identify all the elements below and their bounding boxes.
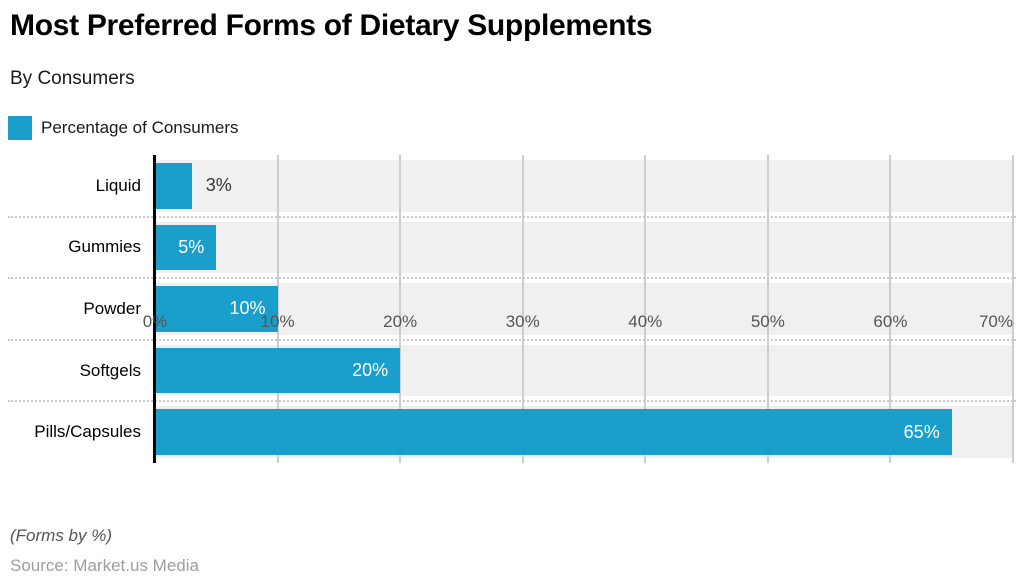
gridline (1012, 155, 1014, 463)
bar-chart: Liquid Gummies Powder Softgels Pills/Capsule… (0, 155, 1024, 463)
chart-subtitle: By Consumers (10, 68, 135, 89)
x-tick-label: 30% (505, 312, 540, 331)
row-separator (8, 338, 1016, 341)
chart-row: 20% (155, 340, 1013, 402)
gridline (766, 155, 769, 463)
x-tick-label: 70% (978, 312, 1013, 331)
bar-layer: 3% 5% 10% 20% 65% (155, 155, 1013, 463)
legend-swatch-icon (8, 116, 32, 140)
bar-gummies: 5% (155, 224, 217, 271)
category-label: Gummies (68, 237, 141, 257)
chart-title: Most Preferred Forms of Dietary Suppleme… (10, 9, 653, 42)
bar-track (155, 160, 1013, 212)
footer-note: (Forms by %) (10, 526, 112, 545)
category-label: Pills/Capsules (34, 422, 141, 442)
plot-area: 3% 5% 10% 20% 65% (153, 155, 1014, 463)
chart-row: 5% (155, 217, 1013, 279)
row-separator (8, 400, 1016, 403)
bar-track (155, 221, 1013, 274)
category-label: Softgels (79, 360, 141, 380)
bar-softgels: 20% (155, 347, 401, 394)
category-label: Powder (83, 298, 141, 318)
x-tick-label: 20% (383, 312, 418, 331)
x-tick-label: 10% (260, 312, 295, 331)
gridline (399, 155, 402, 463)
gridline (889, 155, 892, 463)
bar-track (155, 283, 1013, 335)
chart-row: 3% (155, 155, 1013, 217)
x-tick-label: 50% (750, 312, 785, 331)
bar-powder: 10% (155, 286, 278, 332)
bar-value-label: 5% (178, 236, 205, 257)
x-tick-label: 0% (142, 312, 168, 331)
footer-source: Source: Market.us Media (10, 556, 199, 575)
bar-value-label: 10% (229, 298, 266, 319)
bar-liquid: 3% (155, 163, 232, 209)
y-axis-line (153, 155, 156, 463)
legend-label: Percentage of Consumers (41, 118, 239, 137)
row-separator (8, 215, 1016, 218)
bar-value-label: 3% (205, 175, 232, 196)
gridline (644, 155, 647, 463)
category-axis: Liquid Gummies Powder Softgels Pills/Capsule… (0, 155, 141, 463)
x-axis: 0% 10% 20% 30% 40% 50% 60% 70% (143, 312, 1013, 336)
x-tick-label: 60% (873, 312, 908, 331)
gridline (276, 155, 279, 463)
x-tick-label: 40% (628, 312, 663, 331)
chart-row: 10% (155, 278, 1013, 340)
bar-value-label: 65% (903, 421, 940, 442)
chart-row (155, 155, 1013, 217)
gridline (521, 155, 524, 463)
row-separator (8, 277, 1016, 280)
legend: Percentage of Consumers (8, 116, 239, 140)
chart-row: 65% (155, 401, 1013, 463)
category-label: Liquid (95, 175, 141, 195)
bar-pills-capsules: 65% (155, 409, 952, 455)
bar-value-label: 20% (352, 360, 389, 381)
chart-row (155, 217, 1013, 279)
chart-row (155, 278, 1013, 340)
grid-layer (155, 155, 1014, 463)
